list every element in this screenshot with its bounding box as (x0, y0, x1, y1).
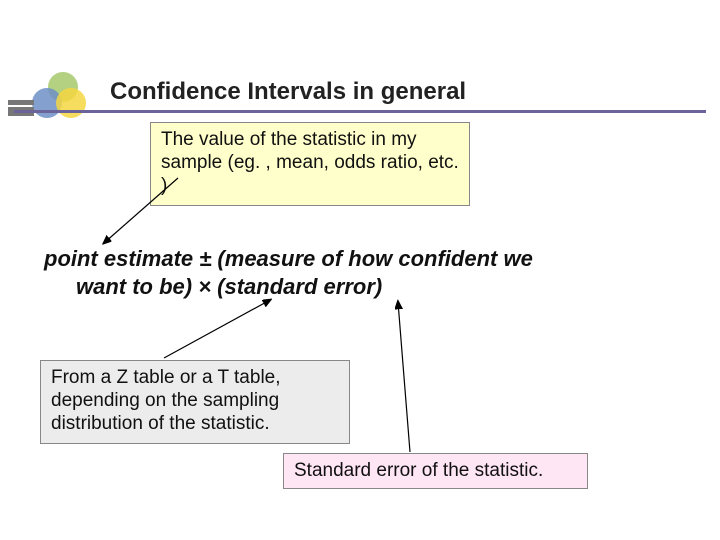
arrow-statistic-to-point-estimate (0, 0, 720, 540)
